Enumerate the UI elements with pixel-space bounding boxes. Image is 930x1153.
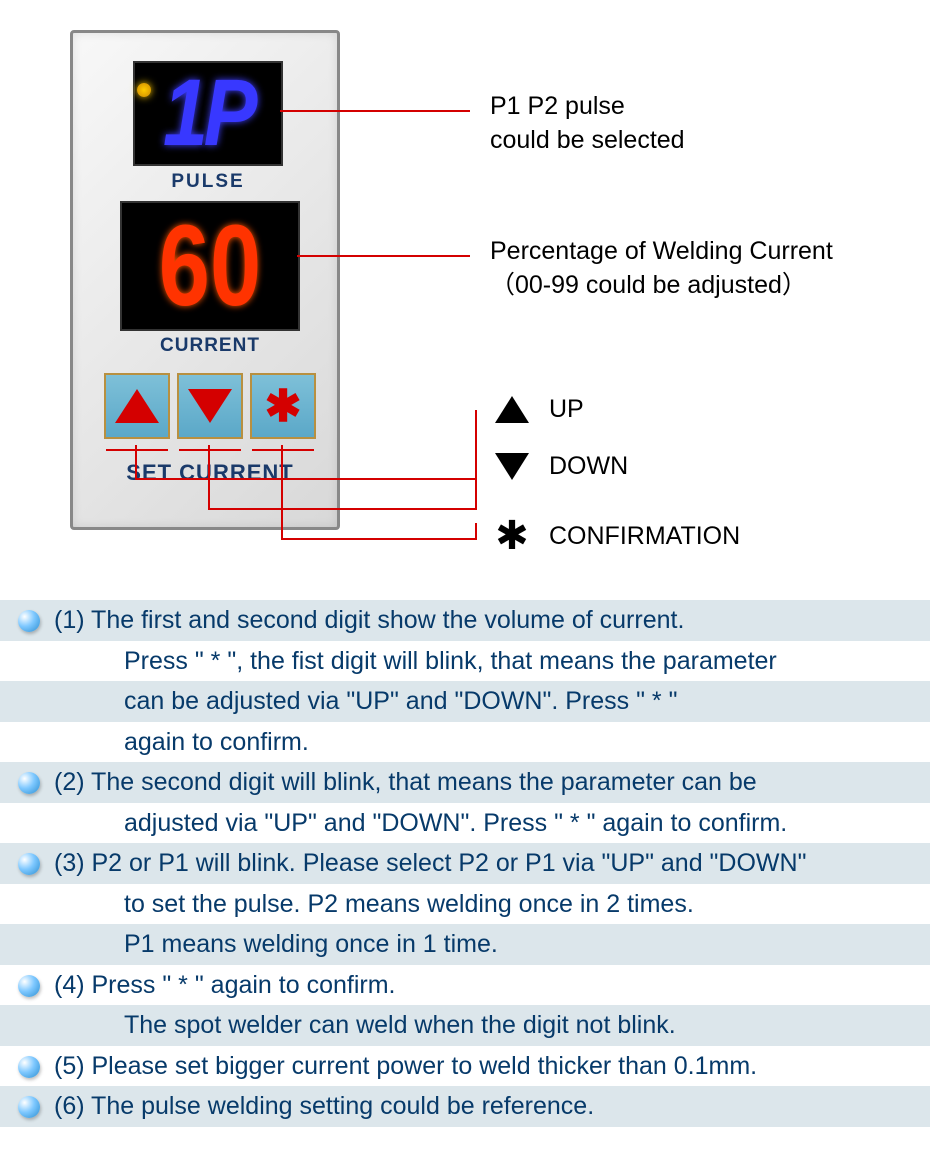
button-underline bbox=[252, 449, 314, 451]
instruction-cont: again to confirm. bbox=[0, 722, 930, 763]
annotation-line: P1 P2 pulse bbox=[490, 90, 685, 124]
legend-up: UP bbox=[495, 395, 584, 424]
annotation-line: could be selected bbox=[490, 124, 685, 158]
pulse-label: PULSE bbox=[133, 171, 283, 193]
instr-text: (5) Please set bigger current power to w… bbox=[54, 1049, 912, 1084]
legend-confirm: ✱ CONFIRMATION bbox=[495, 513, 740, 559]
bullet-icon bbox=[18, 772, 40, 794]
star-icon: ✱ bbox=[495, 513, 529, 559]
instruction-cont: can be adjusted via "UP" and "DOWN". Pre… bbox=[0, 681, 930, 722]
legend-down: DOWN bbox=[495, 452, 628, 481]
legend-label: UP bbox=[549, 395, 584, 424]
instr-text: (3) P2 or P1 will blink. Please select P… bbox=[54, 846, 912, 881]
callout-line bbox=[281, 538, 475, 540]
bullet-icon bbox=[18, 610, 40, 632]
instr-text: to set the pulse. P2 means welding once … bbox=[18, 887, 912, 922]
instr-text: can be adjusted via "UP" and "DOWN". Pre… bbox=[18, 684, 912, 719]
callout-line bbox=[475, 465, 477, 510]
bullet-icon bbox=[18, 1096, 40, 1118]
down-triangle-icon bbox=[188, 389, 232, 423]
down-button[interactable] bbox=[177, 373, 243, 439]
instruction-cont: The spot welder can weld when the digit … bbox=[0, 1005, 930, 1046]
button-underline bbox=[106, 449, 168, 451]
instr-text: P1 means welding once in 1 time. bbox=[18, 927, 912, 962]
up-button[interactable] bbox=[104, 373, 170, 439]
callout-line bbox=[135, 445, 137, 450]
instr-text: The spot welder can weld when the digit … bbox=[18, 1008, 912, 1043]
current-display: 60 bbox=[120, 201, 300, 331]
instr-text: (2) The second digit will blink, that me… bbox=[54, 765, 912, 800]
instruction-item: (2) The second digit will blink, that me… bbox=[0, 762, 930, 803]
annotation-line: Percentage of Welding Current bbox=[490, 235, 833, 269]
instruction-cont: to set the pulse. P2 means welding once … bbox=[0, 884, 930, 925]
callout-line bbox=[208, 445, 210, 450]
led-indicator bbox=[137, 83, 151, 97]
callout-line bbox=[135, 448, 137, 478]
callout-line bbox=[297, 255, 470, 257]
callout-line bbox=[281, 445, 283, 450]
instruction-item: (3) P2 or P1 will blink. Please select P… bbox=[0, 843, 930, 884]
instruction-item: (4) Press " * " again to confirm. bbox=[0, 965, 930, 1006]
bullet-icon bbox=[18, 975, 40, 997]
instr-text: (6) The pulse welding setting could be r… bbox=[54, 1089, 912, 1124]
current-annotation: Percentage of Welding Current （00-99 cou… bbox=[490, 235, 833, 303]
pulse-display: 1P bbox=[133, 61, 283, 166]
instr-text: (4) Press " * " again to confirm. bbox=[54, 968, 912, 1003]
callout-line bbox=[281, 448, 283, 538]
button-underline bbox=[179, 449, 241, 451]
instructions-list: (1) The first and second digit show the … bbox=[0, 600, 930, 1127]
callout-line bbox=[208, 508, 475, 510]
instr-text: (1) The first and second digit show the … bbox=[54, 603, 912, 638]
pulse-value: 1P bbox=[163, 59, 253, 168]
instr-text: again to confirm. bbox=[18, 725, 912, 760]
callout-line bbox=[475, 523, 477, 540]
instruction-item: (5) Please set bigger current power to w… bbox=[0, 1046, 930, 1087]
instr-text: adjusted via "UP" and "DOWN". Press " * … bbox=[18, 806, 912, 841]
instruction-item: (1) The first and second digit show the … bbox=[0, 600, 930, 641]
instruction-item: (6) The pulse welding setting could be r… bbox=[0, 1086, 930, 1127]
legend-label: CONFIRMATION bbox=[549, 522, 740, 551]
device-panel: 1P PULSE 60 CURRENT ✱ SET CURRENT bbox=[70, 30, 340, 530]
confirm-button[interactable]: ✱ bbox=[250, 373, 316, 439]
annotation-line: （00-99 could be adjusted） bbox=[490, 269, 833, 303]
callout-line bbox=[135, 478, 475, 480]
current-value: 60 bbox=[159, 200, 261, 332]
bullet-icon bbox=[18, 1056, 40, 1078]
instruction-cont: Press " * ", the fist digit will blink, … bbox=[0, 641, 930, 682]
diagram-area: 1P PULSE 60 CURRENT ✱ SET CURRENT bbox=[0, 0, 930, 600]
button-row: ✱ bbox=[104, 373, 316, 439]
instruction-cont: adjusted via "UP" and "DOWN". Press " * … bbox=[0, 803, 930, 844]
pulse-annotation: P1 P2 pulse could be selected bbox=[490, 90, 685, 158]
up-triangle-icon bbox=[495, 396, 529, 423]
star-icon: ✱ bbox=[265, 381, 302, 432]
current-label: CURRENT bbox=[120, 335, 300, 357]
callout-line bbox=[280, 110, 470, 112]
bullet-icon bbox=[18, 853, 40, 875]
legend-label: DOWN bbox=[549, 452, 628, 481]
instr-text: Press " * ", the fist digit will blink, … bbox=[18, 644, 912, 679]
instruction-cont: P1 means welding once in 1 time. bbox=[0, 924, 930, 965]
down-triangle-icon bbox=[495, 453, 529, 480]
up-triangle-icon bbox=[115, 389, 159, 423]
